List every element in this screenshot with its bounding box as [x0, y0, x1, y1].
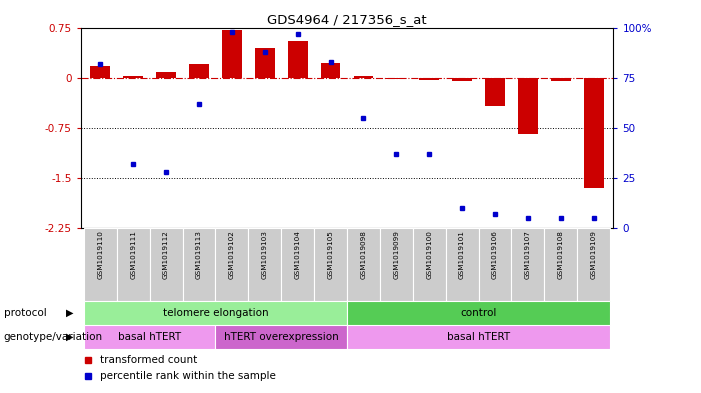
- Text: GSM1019102: GSM1019102: [229, 230, 235, 279]
- Text: transformed count: transformed count: [100, 355, 197, 365]
- Text: genotype/variation: genotype/variation: [4, 332, 102, 342]
- Text: basal hTERT: basal hTERT: [447, 332, 510, 342]
- Bar: [123, 76, 143, 78]
- Bar: [485, 78, 505, 106]
- Text: ▶: ▶: [66, 332, 74, 342]
- Bar: [479, 228, 512, 301]
- Bar: [320, 63, 341, 78]
- Bar: [248, 228, 281, 301]
- Text: GSM1019107: GSM1019107: [525, 230, 531, 279]
- Text: GSM1019109: GSM1019109: [591, 230, 597, 279]
- Text: GSM1019099: GSM1019099: [393, 230, 400, 279]
- Bar: [314, 228, 347, 301]
- Text: control: control: [461, 308, 497, 318]
- Bar: [281, 228, 314, 301]
- Bar: [419, 78, 439, 80]
- Bar: [150, 228, 182, 301]
- Text: GSM1019108: GSM1019108: [558, 230, 564, 279]
- Bar: [182, 228, 215, 301]
- Bar: [156, 72, 176, 78]
- Bar: [380, 228, 413, 301]
- Text: GSM1019111: GSM1019111: [130, 230, 136, 279]
- Text: GSM1019105: GSM1019105: [327, 230, 334, 279]
- Bar: [452, 78, 472, 81]
- Text: GSM1019110: GSM1019110: [97, 230, 103, 279]
- Text: ▶: ▶: [66, 308, 74, 318]
- Bar: [512, 228, 544, 301]
- Title: GDS4964 / 217356_s_at: GDS4964 / 217356_s_at: [267, 13, 427, 26]
- Text: GSM1019103: GSM1019103: [261, 230, 268, 279]
- Bar: [347, 301, 610, 325]
- Bar: [215, 325, 347, 349]
- Text: GSM1019106: GSM1019106: [492, 230, 498, 279]
- Bar: [584, 78, 604, 188]
- Text: GSM1019098: GSM1019098: [360, 230, 367, 279]
- Bar: [255, 48, 275, 78]
- Text: GSM1019104: GSM1019104: [294, 230, 301, 279]
- Bar: [215, 228, 248, 301]
- Bar: [551, 78, 571, 81]
- Bar: [347, 325, 610, 349]
- Bar: [189, 64, 209, 78]
- Bar: [222, 29, 242, 78]
- Text: GSM1019113: GSM1019113: [196, 230, 202, 279]
- Bar: [386, 78, 406, 79]
- Bar: [413, 228, 446, 301]
- Text: telomere elongation: telomere elongation: [163, 308, 268, 318]
- Bar: [544, 228, 577, 301]
- Bar: [84, 301, 347, 325]
- Bar: [347, 228, 380, 301]
- Bar: [288, 41, 308, 78]
- Bar: [84, 228, 117, 301]
- Text: basal hTERT: basal hTERT: [118, 332, 182, 342]
- Bar: [353, 76, 374, 78]
- Text: hTERT overexpression: hTERT overexpression: [224, 332, 339, 342]
- Bar: [90, 66, 110, 78]
- Text: percentile rank within the sample: percentile rank within the sample: [100, 371, 275, 381]
- Bar: [518, 78, 538, 134]
- Bar: [117, 228, 150, 301]
- Text: GSM1019101: GSM1019101: [459, 230, 465, 279]
- Bar: [446, 228, 479, 301]
- Bar: [84, 325, 215, 349]
- Text: GSM1019112: GSM1019112: [163, 230, 169, 279]
- Bar: [577, 228, 610, 301]
- Text: GSM1019100: GSM1019100: [426, 230, 433, 279]
- Text: protocol: protocol: [4, 308, 46, 318]
